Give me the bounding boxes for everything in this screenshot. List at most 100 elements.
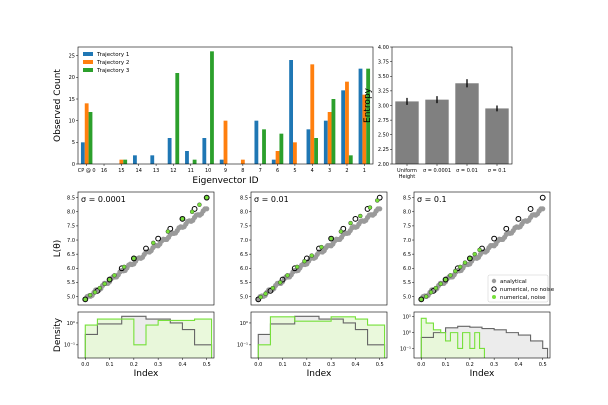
numerical-noise-point [467,256,473,261]
numerical-noise-point [102,281,107,287]
numerical-noise-point [438,281,443,287]
numerical-no-noise-point [191,206,198,212]
entropy-bar [395,101,419,164]
x-axis-label: Index [134,369,159,379]
x-tick-label: 3 [328,168,331,174]
numerical-no-noise-point [106,276,113,283]
y-tick-label: 10⁻¹ [64,343,75,349]
legend-label: Trajectory 3 [96,68,130,74]
bar [119,159,124,164]
numerical-noise-point [121,264,127,270]
numerical-noise-point [87,292,93,298]
numerical-no-noise-point [466,255,473,262]
analytical-point [377,206,383,212]
numerical-no-noise-point [155,235,162,242]
bar [279,133,284,164]
x-tick-label: 8 [241,168,244,174]
density-analytical-line [84,315,213,358]
bar [271,159,276,164]
bar [293,142,297,164]
y-tick-label: 5.5 [240,280,248,286]
bar [80,142,85,164]
numerical-noise-point [309,253,314,258]
numerical-no-noise-point [340,225,347,232]
bar [358,68,363,164]
sigma-annotation: σ = 0.1 [417,195,447,204]
numerical-noise-point [112,273,117,278]
x-tick-label: 12 [170,168,176,174]
numerical-noise-point [204,195,209,200]
numerical-noise-point [319,244,324,250]
numerical-noise-point [97,285,103,291]
y-tick-label: 8.5 [67,195,75,201]
x-tick-label: 2 [345,168,348,174]
legend-label: numerical, noise [500,295,546,301]
bar [331,99,336,164]
numerical-no-noise-point [491,235,498,242]
legend-marker-noise [492,295,496,299]
analytical-point [204,206,210,212]
bar [341,90,346,164]
y-tick-label: 6.0 [240,266,248,272]
x-tick-label: 0.3 [154,362,162,368]
bar [185,151,189,164]
legend-swatch [83,60,93,64]
legend-label: numerical, no noise [500,287,555,293]
legend-label: analytical [500,279,527,285]
x-tick-label: Height [399,174,416,180]
numerical-no-noise-point [503,225,510,232]
bar [210,51,214,165]
y-tick-label: 6.5 [240,252,248,258]
sigma-annotation: σ = 0.0001 [81,195,126,204]
bar [192,159,197,164]
y-tick-label: 10¹ [403,315,411,321]
numerical-noise-point [462,260,468,265]
density-frame [77,311,215,359]
y-tick-label: 7.0 [67,238,75,244]
x-tick-label: 0.0 [417,362,425,368]
numerical-no-noise-point [82,296,89,303]
x-tick-label: 13 [153,168,159,174]
numerical-no-noise-point [328,235,335,242]
density-frame [413,311,551,359]
numerical-noise-point [453,268,458,274]
numerical-noise-point [92,290,98,295]
x-axis-label: Index [470,369,495,379]
y-tick-label: 10⁻¹ [400,346,411,352]
numerical-no-noise-point [539,194,546,201]
bar [323,120,328,164]
numerical-noise-point [131,256,137,261]
bar [262,129,266,164]
bar [240,159,245,164]
x-tick-label: 0.2 [130,362,138,368]
legend-marker-analytical [491,278,497,284]
numerical-noise-point [263,291,268,296]
y-tick-label: 3.00 [378,103,389,109]
y-tick-label: 25 [69,53,75,59]
x-tick-label: 0.5 [539,362,547,368]
bar [306,129,311,164]
x-tick-label: 0.1 [442,362,450,368]
y-tick-label: 8.5 [403,195,411,201]
y-axis-label: Observed Count [53,69,63,142]
numerical-noise-point [258,294,263,300]
bar [219,159,224,164]
numerical-noise-point [165,229,171,234]
y-tick-label: 8.0 [240,210,248,216]
legend-label: Trajectory 1 [96,52,129,58]
x-tick-label: 9 [224,168,227,174]
y-tick-label: 2.00 [378,162,389,168]
bar [133,155,137,164]
numerical-noise-point [294,264,300,270]
numerical-noise-point [197,202,202,207]
y-tick-label: 3.25 [378,89,389,95]
numerical-noise-point [358,213,363,219]
numerical-noise-point [277,280,283,285]
numerical-noise-point [477,247,482,253]
numerical-noise-point [423,294,429,299]
y-tick-label: 7.5 [67,224,75,230]
numerical-noise-point [338,229,344,234]
numerical-noise-point [448,273,453,278]
bar [88,112,93,164]
